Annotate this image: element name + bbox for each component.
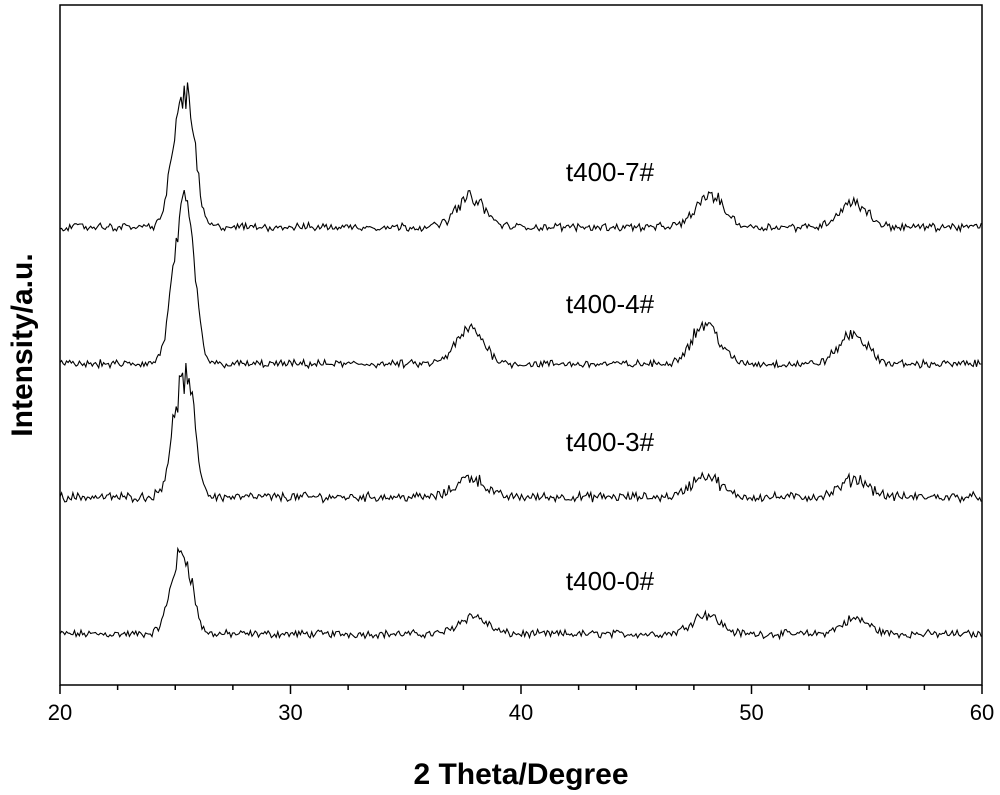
- x-axis-tick-labels: 20 30 40 50 60: [48, 700, 994, 725]
- x-tick-label: 50: [739, 700, 763, 725]
- plot-frame: [59, 4, 983, 686]
- x-axis-ticks: [59, 685, 983, 694]
- series-line-t400-7: [59, 82, 982, 234]
- y-axis-title: Intensity/a.u.: [6, 253, 39, 436]
- series-line-t400-0: [59, 546, 982, 641]
- x-tick-label: 20: [48, 700, 72, 725]
- series-line-t400-4: [59, 189, 982, 370]
- x-axis-title: 2 Theta/Degree: [413, 758, 628, 791]
- series-labels: t400-0# t400-3# t400-4# t400-7#: [566, 157, 655, 596]
- x-tick-label: 30: [278, 700, 302, 725]
- x-tick-label: 60: [970, 700, 994, 725]
- series-lines: [59, 82, 982, 641]
- series-label-t400-0: t400-0#: [566, 566, 655, 596]
- series-line-t400-3: [59, 362, 982, 504]
- series-label-t400-7: t400-7#: [566, 157, 655, 187]
- x-tick-label: 40: [509, 700, 533, 725]
- series-label-t400-4: t400-4#: [566, 289, 655, 319]
- series-label-t400-3: t400-3#: [566, 427, 655, 457]
